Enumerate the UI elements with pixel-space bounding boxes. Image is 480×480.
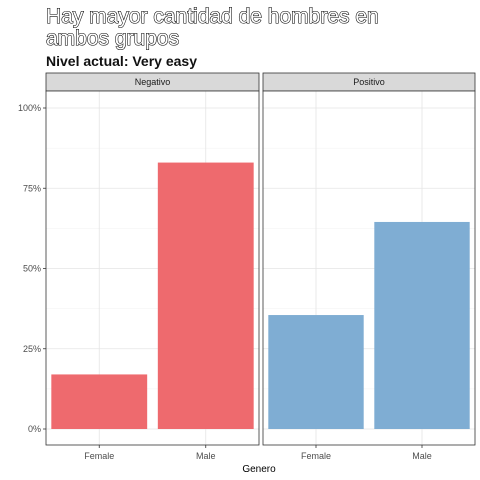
y-tick-label: 25% — [23, 344, 41, 354]
y-tick-label: 0% — [28, 424, 41, 434]
x-tick-label: Female — [301, 451, 331, 461]
x-axis-title: Genero — [242, 464, 276, 475]
facet-strip-label: Positivo — [353, 77, 385, 87]
panel-border — [45, 90, 260, 446]
x-tick-label: Male — [412, 451, 432, 461]
chart-subtitle: Nivel actual: Very easy — [46, 53, 197, 69]
plot-area: 0% 25% 50% 75% 100% Negativo Female Male Positiv… — [18, 72, 476, 461]
x-tick-label: Male — [196, 451, 216, 461]
bar-negativo-male — [157, 162, 254, 429]
y-tick-label: 100% — [18, 103, 41, 113]
y-tick-label: 75% — [23, 183, 41, 193]
chart-title-line-2: ambos grupos — [46, 27, 179, 50]
facet-strip-label: Negativo — [135, 77, 171, 87]
panel-border — [262, 90, 476, 446]
bar-positivo-male — [374, 221, 470, 429]
x-tick-label: Female — [84, 451, 114, 461]
bar-negativo-female — [51, 374, 148, 429]
bar-positivo-female — [268, 315, 364, 429]
chart-title-line-1: Hay mayor cantidad de hombres en — [46, 5, 379, 28]
y-tick-label: 50% — [23, 264, 41, 274]
